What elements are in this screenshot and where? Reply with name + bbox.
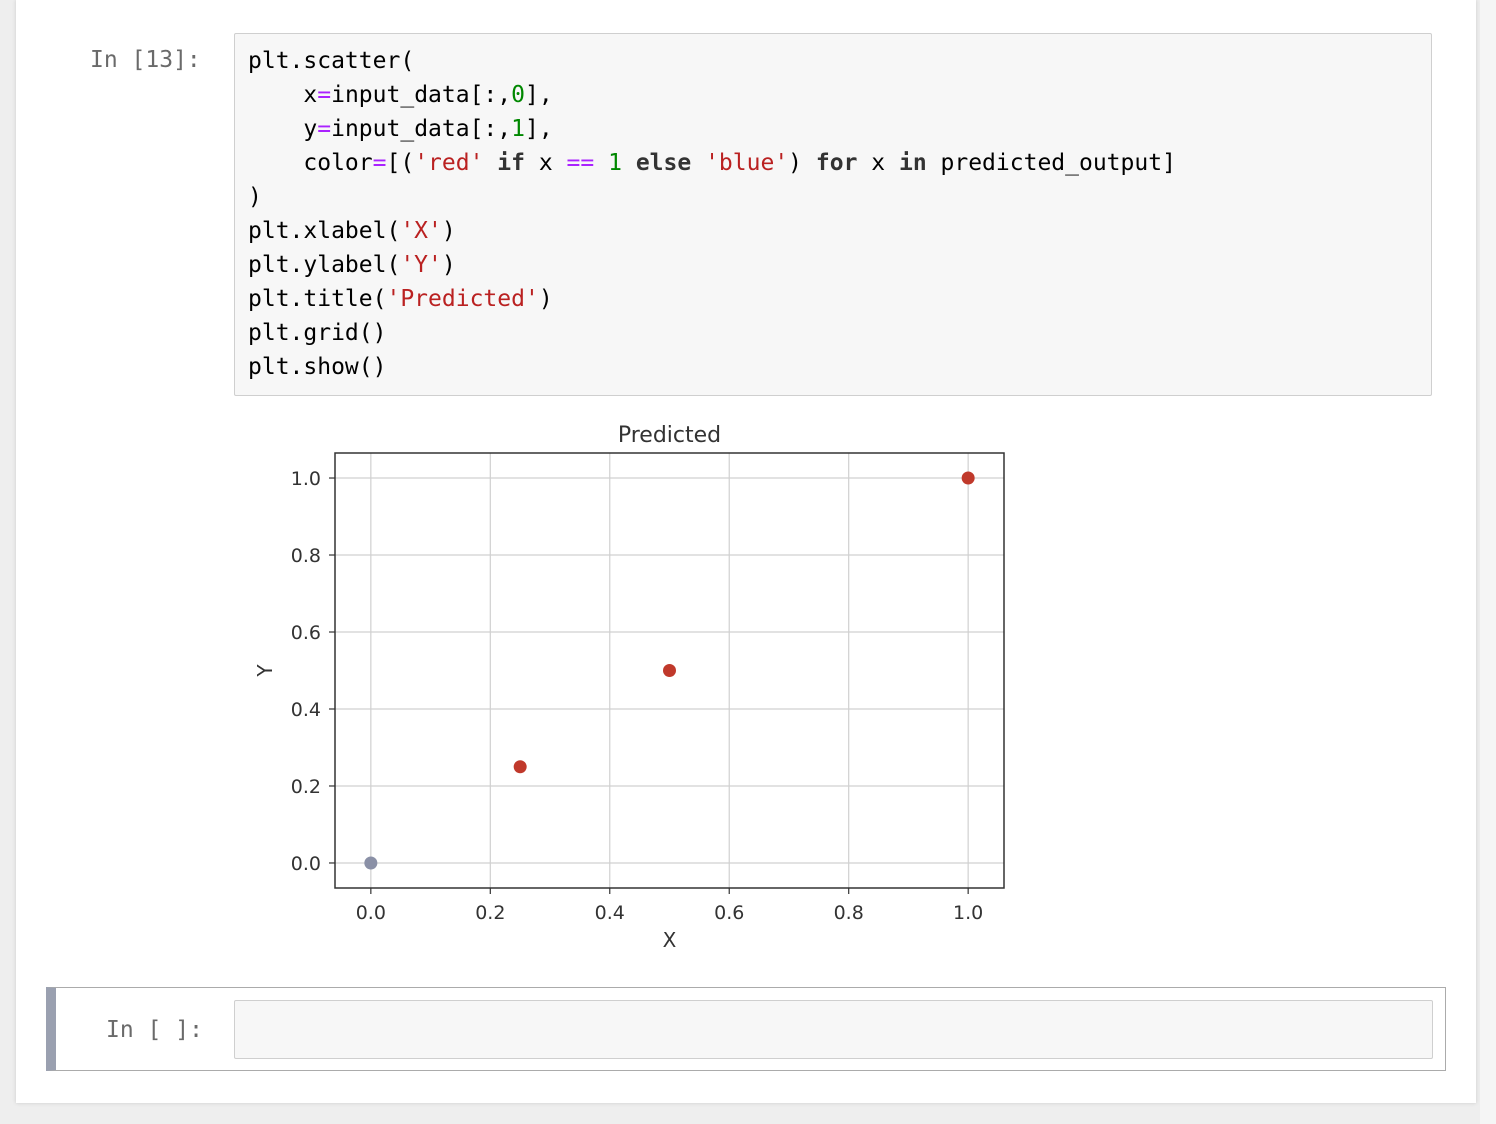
data-point bbox=[364, 856, 378, 870]
code-line: plt.ylabel('Y') bbox=[248, 248, 456, 282]
code-token: plt.title( bbox=[248, 286, 387, 312]
code-token: ) bbox=[248, 184, 262, 210]
code-token: ], bbox=[524, 82, 553, 108]
y-axis-label: Y bbox=[253, 664, 277, 678]
data-point bbox=[513, 760, 527, 774]
code-token: else bbox=[635, 150, 692, 176]
code-line: x=input_data[:,0], bbox=[248, 78, 553, 112]
code-token: = bbox=[372, 150, 387, 176]
code-token: 0 bbox=[511, 82, 525, 108]
empty-input-prompt: In [ ]: bbox=[106, 1017, 203, 1043]
y-tick-label: 0.6 bbox=[291, 622, 321, 644]
code-token: plt.show() bbox=[248, 354, 387, 380]
x-tick-label: 0.6 bbox=[714, 902, 744, 924]
code-token: for bbox=[815, 150, 858, 176]
code-line: y=input_data[:,1], bbox=[248, 112, 553, 146]
code-token: plt.grid() bbox=[248, 320, 387, 346]
code-token: [( bbox=[386, 150, 415, 176]
code-line: plt.show() bbox=[248, 350, 386, 384]
code-token: ) bbox=[441, 218, 456, 244]
code-token: input_data[:, bbox=[331, 116, 512, 142]
code-token: input_data[:, bbox=[331, 82, 512, 108]
x-tick-label: 0.2 bbox=[475, 902, 505, 924]
code-token: if bbox=[497, 150, 525, 176]
code-token: plt.xlabel( bbox=[248, 218, 401, 244]
code-token: ) bbox=[538, 286, 553, 312]
code-token: 'red' bbox=[414, 150, 484, 176]
y-tick-label: 0.4 bbox=[291, 699, 321, 721]
code-token: ) bbox=[441, 252, 456, 278]
code-token: in bbox=[898, 150, 927, 176]
y-tick-label: 0.0 bbox=[291, 853, 321, 875]
code-line: color=[('red' if x == 1 else 'blue') for… bbox=[248, 146, 1176, 180]
code-token: 'Y' bbox=[400, 252, 442, 278]
x-tick-label: 0.0 bbox=[356, 902, 386, 924]
code-line: plt.scatter( bbox=[248, 44, 414, 78]
code-token: == bbox=[566, 150, 595, 176]
code-token: x bbox=[857, 150, 899, 176]
code-token: = bbox=[317, 82, 332, 108]
code-token: 'X' bbox=[400, 218, 442, 244]
y-tick-label: 0.8 bbox=[291, 545, 321, 567]
code-token: 'blue' bbox=[705, 150, 789, 176]
code-token: x bbox=[525, 150, 567, 176]
x-tick-label: 0.8 bbox=[834, 902, 864, 924]
data-point bbox=[961, 471, 975, 485]
empty-code-input[interactable] bbox=[234, 1000, 1433, 1059]
x-tick-label: 0.4 bbox=[595, 902, 625, 924]
code-line: plt.xlabel('X') bbox=[248, 214, 456, 248]
code-token: 1 bbox=[511, 116, 525, 142]
code-token: plt.ylabel( bbox=[248, 252, 401, 278]
scrollbar-track[interactable] bbox=[1480, 0, 1496, 1124]
code-line: plt.title('Predicted') bbox=[248, 282, 553, 316]
code-token: y bbox=[248, 116, 318, 142]
code-token: predicted_output] bbox=[926, 150, 1176, 176]
x-axis-label: X bbox=[663, 928, 677, 952]
y-tick-label: 0.2 bbox=[291, 776, 321, 798]
data-point bbox=[663, 664, 676, 677]
code-token: x bbox=[248, 82, 318, 108]
code-token: 1 bbox=[608, 150, 622, 176]
code-token: = bbox=[317, 116, 332, 142]
y-tick-label: 1.0 bbox=[291, 468, 321, 490]
code-line: ) bbox=[248, 180, 262, 214]
x-tick-label: 1.0 bbox=[953, 902, 983, 924]
code-token: ) bbox=[788, 150, 816, 176]
chart-title: Predicted bbox=[618, 423, 721, 448]
code-line: plt.grid() bbox=[248, 316, 386, 350]
code-token: plt.scatter( bbox=[248, 48, 415, 74]
input-prompt: In [13]: bbox=[90, 47, 201, 73]
code-token: 'Predicted' bbox=[386, 286, 539, 312]
code-token: color bbox=[248, 150, 373, 176]
plot-frame bbox=[334, 452, 1005, 889]
code-token: ], bbox=[524, 116, 553, 142]
code-editor[interactable]: plt.scatter( x=input_data[:,0], y=input_… bbox=[234, 33, 1432, 396]
